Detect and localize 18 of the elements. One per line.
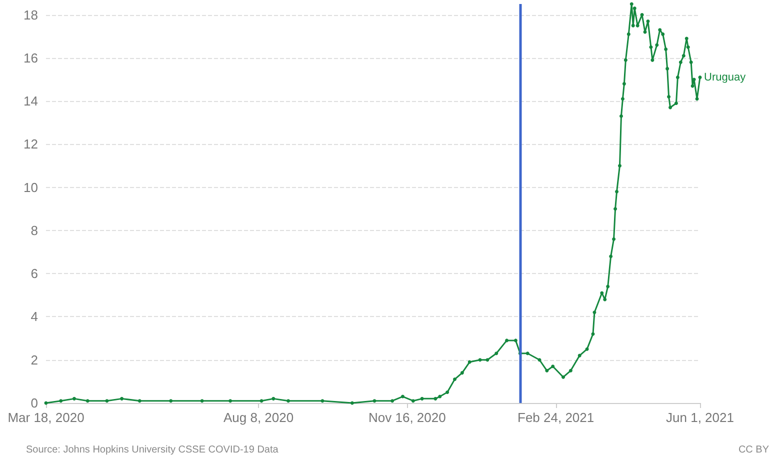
x-tick-label: Aug 8, 2020 [223,410,294,425]
y-tick-label: 14 [24,94,38,109]
text: CC BY [738,444,770,456]
y-tick-label: 4 [30,309,38,324]
y-tick-label: 0 [30,396,38,410]
y-tick-label: 16 [24,50,38,66]
x-tick-label: Mar 18, 2020 [8,410,84,425]
y-tick-label: 12 [24,136,38,152]
series-label: Uruguay [704,71,746,84]
source-note: Source: Johns Hopkins University CSSE COVID-19 Data [26,444,279,456]
y-tick-label: 6 [30,266,38,282]
y-tick-label: 18 [24,7,38,22]
y-tick-label: 8 [30,222,38,238]
y-tick-label: 2 [30,352,38,368]
x-tick-label: Jun 1, 2021 [666,410,734,425]
x-tick-label: Nov 16, 2020 [368,410,446,425]
x-tick-label: Feb 24, 2021 [518,410,594,425]
y-tick-label: 10 [24,180,38,195]
